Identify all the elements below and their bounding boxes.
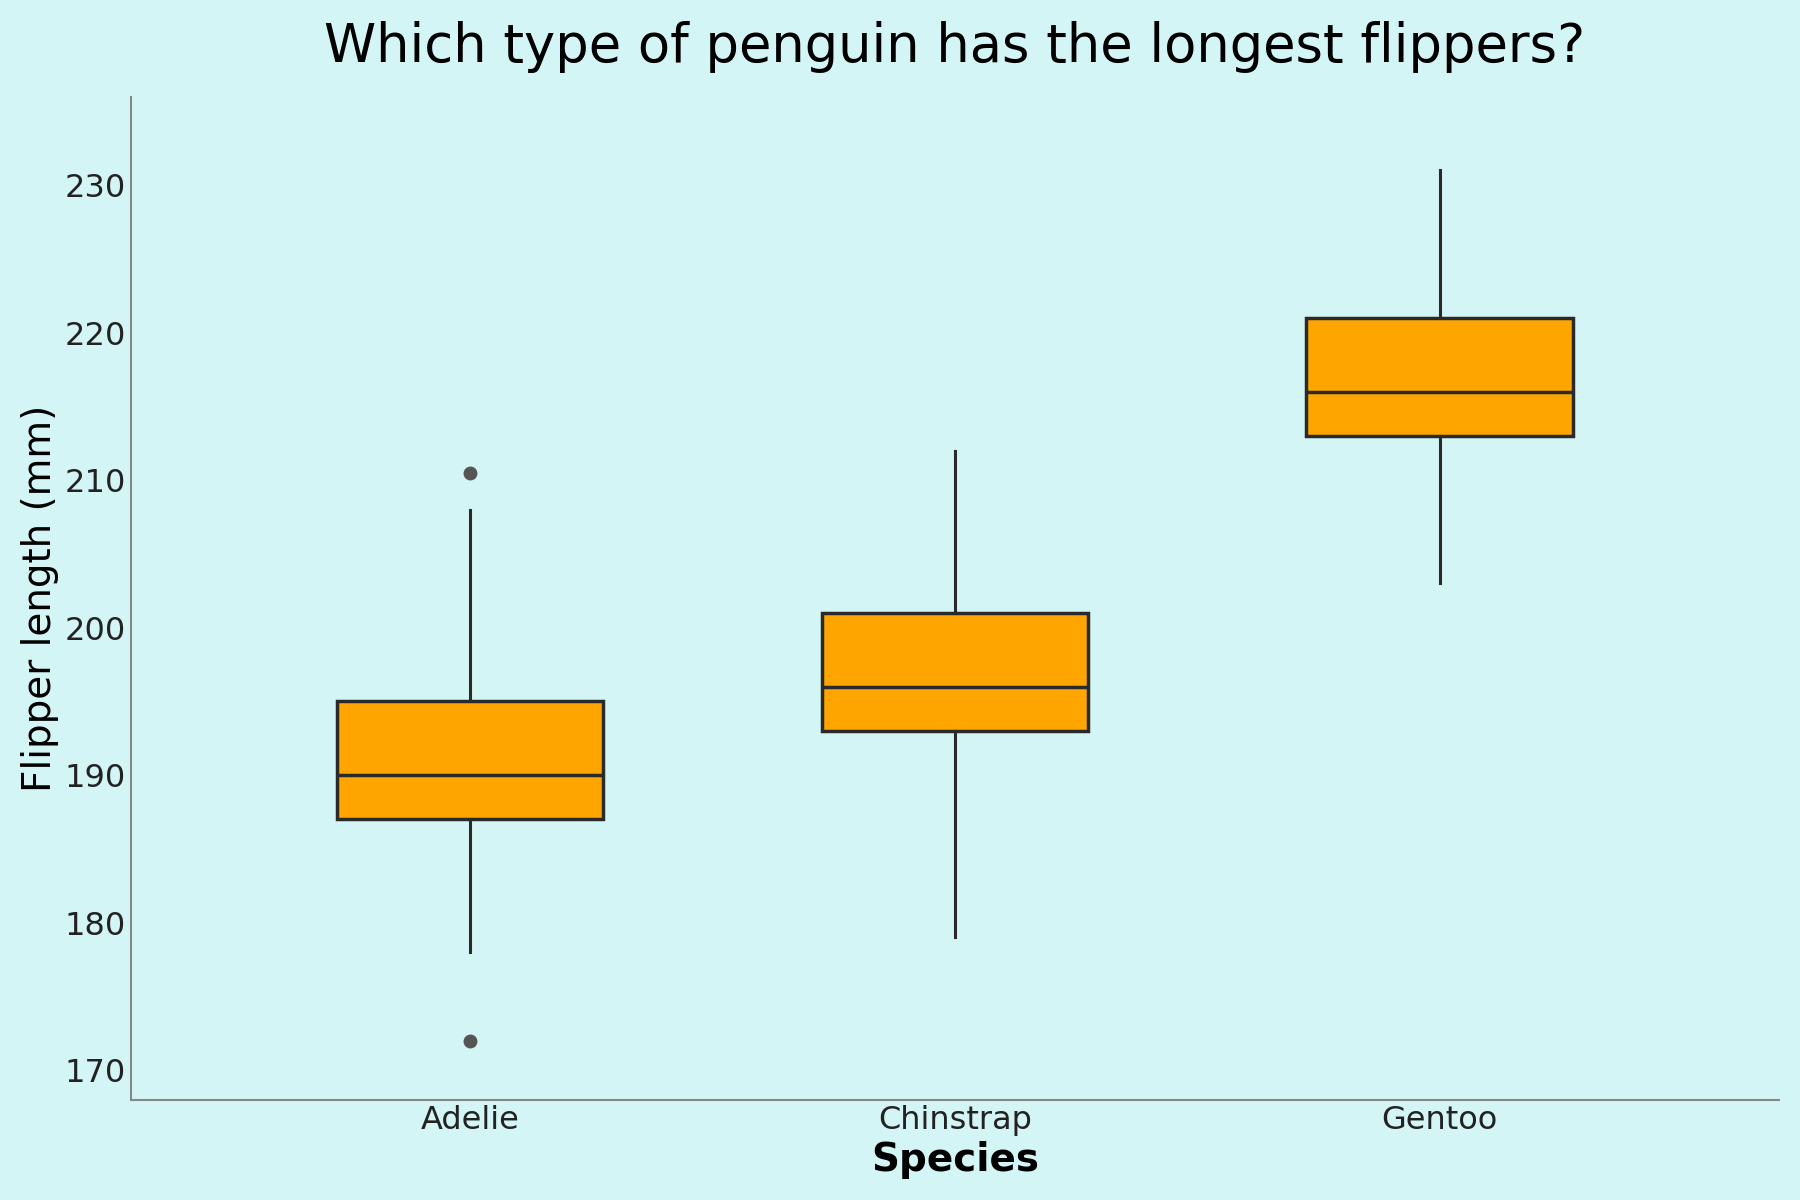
X-axis label: Species: Species <box>871 1141 1039 1180</box>
PathPatch shape <box>337 702 603 820</box>
PathPatch shape <box>821 613 1089 731</box>
Title: Which type of penguin has the longest flippers?: Which type of penguin has the longest fl… <box>324 20 1586 73</box>
PathPatch shape <box>1307 318 1573 436</box>
Y-axis label: Flipper length (mm): Flipper length (mm) <box>22 404 59 792</box>
